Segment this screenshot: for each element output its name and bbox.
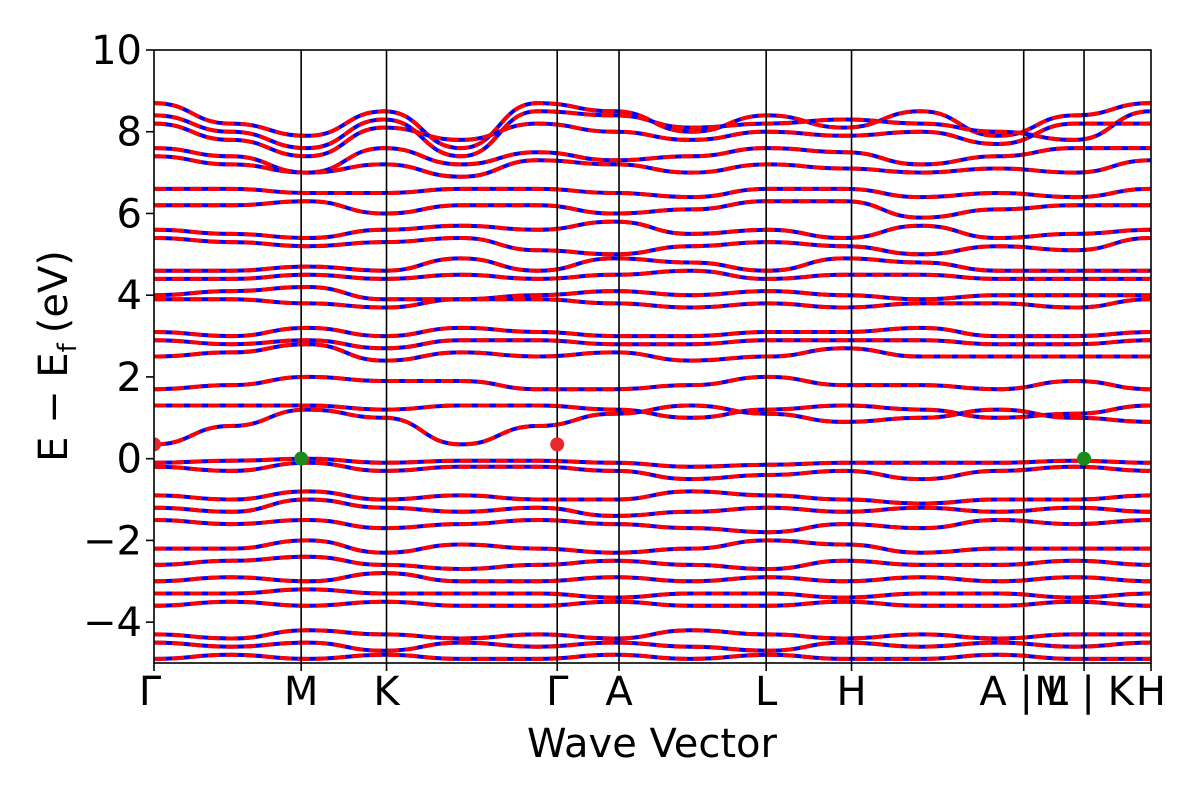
band-line-series-2	[154, 497, 1151, 518]
x-tick-label: Γ	[139, 669, 162, 715]
x-tick-label: A	[605, 669, 633, 715]
plot-frame	[153, 49, 1152, 664]
y-axis-title-sub: f	[53, 342, 83, 352]
band-line-series-2	[154, 342, 1151, 363]
band-line-series-2	[154, 517, 1151, 535]
band-line-series-2	[154, 199, 1151, 220]
band-line-series-2	[154, 268, 1151, 281]
band-line-series-2	[154, 219, 1151, 241]
band-line-series-2	[154, 338, 1151, 351]
band-line-series-2	[154, 571, 1151, 584]
band-line-series-2	[154, 297, 1151, 310]
band-line-series-2	[154, 554, 1151, 572]
band-line-series-2	[154, 599, 1151, 608]
x-tick-label: Γ	[546, 669, 569, 715]
y-axis-title-unit: (eV)	[31, 250, 77, 333]
y-tick-label: 0	[117, 437, 142, 483]
x-tick-label: M	[284, 669, 319, 715]
band-line-series-2	[154, 460, 1151, 482]
band-line-series-2	[154, 652, 1151, 661]
band-line-series-2	[154, 374, 1151, 392]
band-line-series-2	[154, 489, 1151, 506]
y-axis: 10 8 6 4 2 0 −2 −4	[83, 28, 154, 646]
x-tick-label: A | L	[979, 669, 1068, 715]
band-line-series-2	[154, 640, 1151, 653]
band-extremum-marker	[550, 437, 565, 452]
x-tick-label: L	[755, 669, 778, 715]
y-tick-label: −4	[83, 600, 142, 646]
y-tick-label: −2	[83, 518, 142, 564]
band-line-series-2	[154, 109, 1151, 159]
band-line-series-2	[154, 403, 1151, 420]
band-line-series-2	[154, 154, 1151, 179]
y-tick-label: 10	[91, 28, 142, 74]
x-tick-label: H	[836, 669, 866, 715]
y-tick-label: 2	[117, 355, 142, 401]
band-extremum-marker	[154, 437, 161, 452]
y-axis-title: E − Ef (eV)	[31, 250, 83, 462]
x-axis-title: Wave Vector	[527, 721, 778, 767]
x-tick-label: H	[1136, 669, 1166, 715]
band-extremum-marker	[294, 451, 309, 466]
y-tick-label: 4	[117, 273, 142, 319]
band-line-series-2	[154, 456, 1151, 469]
x-tick-label: M | K	[1034, 669, 1135, 715]
band-line-series-2	[154, 256, 1151, 273]
band-extremum-marker	[1077, 451, 1092, 466]
band-line-series-2	[154, 325, 1151, 339]
high-symmetry-lines	[300, 50, 1085, 663]
y-tick-label: 6	[117, 191, 142, 237]
y-tick-label: 8	[117, 110, 142, 156]
bands-layer	[154, 101, 1151, 661]
band-line-series-2	[154, 235, 1151, 257]
y-axis-title-main: E − E	[31, 352, 77, 462]
band-line-series-2	[154, 186, 1151, 200]
x-tick-label: K	[373, 669, 401, 715]
band-line-series-2	[154, 587, 1151, 600]
band-line-series-2	[154, 403, 1151, 447]
band-line-series-2	[154, 121, 1151, 159]
band-line-series-2	[154, 538, 1151, 555]
band-extrema-markers	[154, 437, 1092, 466]
band-line-series-2	[154, 628, 1151, 641]
band-line-series-2	[154, 284, 1151, 302]
